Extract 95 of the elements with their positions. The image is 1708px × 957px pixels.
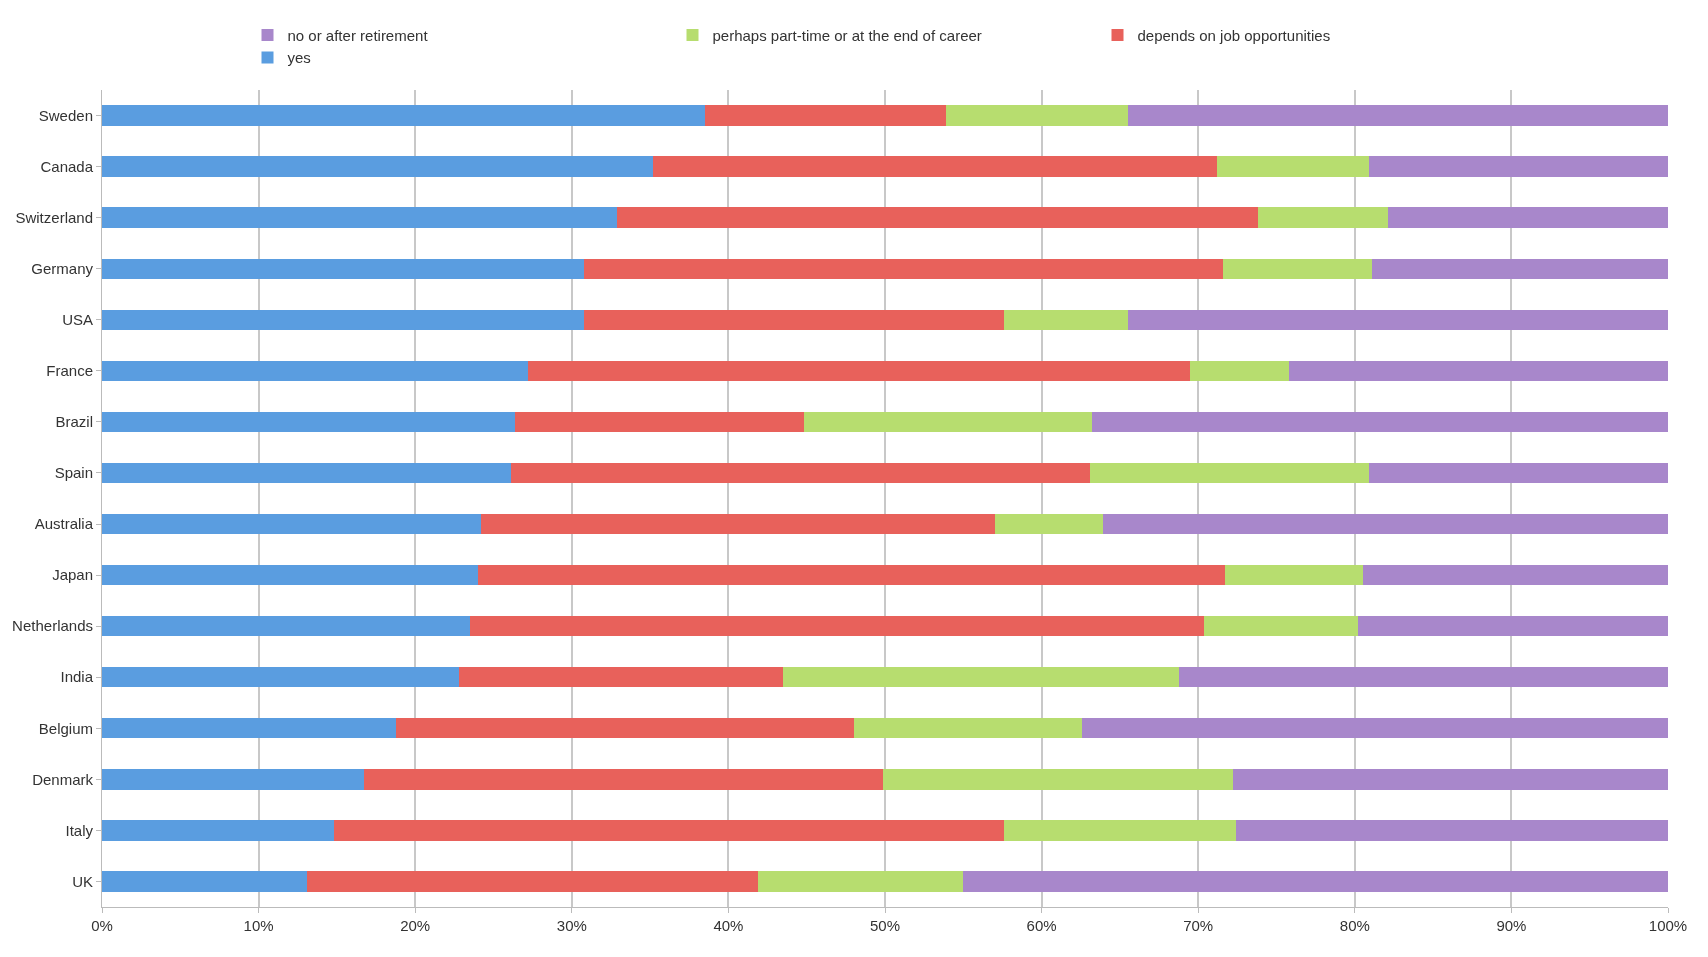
- bar: [102, 309, 585, 330]
- y-tick-label: Belgium: [38, 719, 93, 737]
- bar: [758, 871, 964, 892]
- x-tick-label: 80%: [1339, 917, 1370, 934]
- y-tick-label: Sweden: [38, 106, 93, 124]
- bar: [853, 718, 1083, 739]
- bar: [102, 411, 516, 433]
- bar: [584, 258, 1224, 279]
- y-tick-label: Brazil: [55, 413, 93, 431]
- bar: [363, 769, 884, 790]
- bar: [1223, 258, 1373, 279]
- y-tick-label: UK: [72, 872, 93, 890]
- bar: [1216, 156, 1369, 177]
- bar: [102, 769, 364, 790]
- bar: [1368, 462, 1668, 484]
- x-tick-label: 60%: [1026, 917, 1057, 934]
- legend-label: perhaps part-time or at the end of career: [712, 26, 982, 44]
- y-tick-label: Japan: [52, 566, 93, 584]
- bar: [1091, 411, 1668, 433]
- bar: [1179, 667, 1668, 688]
- bar: [333, 820, 1005, 841]
- bar: [803, 411, 1092, 433]
- x-tick-label: 90%: [1496, 917, 1527, 934]
- y-tick-label: India: [60, 668, 94, 686]
- bar: [1127, 309, 1668, 330]
- bar: [102, 871, 308, 892]
- bar: [1257, 207, 1388, 228]
- x-tick-label: 0%: [91, 917, 113, 934]
- bar: [102, 462, 511, 484]
- bar: [102, 667, 460, 688]
- bar: [1357, 615, 1668, 637]
- bar: [783, 667, 1180, 688]
- bar: [480, 513, 995, 535]
- bar: [470, 615, 1205, 637]
- bar: [1204, 615, 1358, 637]
- bar: [1289, 360, 1668, 382]
- bar: [307, 871, 759, 892]
- bar: [584, 309, 1005, 330]
- legend-label: yes: [287, 49, 311, 67]
- bar: [1372, 258, 1668, 279]
- y-tick-label: Italy: [65, 821, 94, 839]
- x-tick-label: 70%: [1183, 917, 1214, 934]
- bar: [515, 411, 804, 433]
- y-tick-label: Australia: [34, 515, 94, 533]
- x-tick-label: 50%: [869, 917, 901, 934]
- bar: [102, 564, 478, 586]
- legend-label: depends on job opportunities: [1137, 26, 1331, 44]
- y-tick-label: France: [46, 362, 93, 380]
- y-tick-label: USA: [62, 311, 93, 329]
- bar: [946, 105, 1128, 126]
- bar: [510, 462, 1091, 484]
- bar: [1232, 769, 1668, 790]
- bar: [1362, 564, 1668, 586]
- y-tick-label: Switzerland: [15, 208, 93, 226]
- bar: [102, 615, 471, 637]
- bar: [963, 871, 1668, 892]
- bar: [527, 360, 1191, 382]
- y-tick-label: Netherlands: [12, 617, 93, 635]
- bar: [396, 718, 854, 739]
- bar: [1004, 309, 1128, 330]
- bar: [1004, 820, 1236, 841]
- bar: [1102, 513, 1668, 535]
- bar: [994, 513, 1103, 535]
- bar: [1387, 207, 1668, 228]
- bar: [459, 667, 784, 688]
- legend-label: no or after retirement: [287, 26, 429, 44]
- bar: [1127, 105, 1668, 126]
- bar: [102, 105, 705, 126]
- bar: [1235, 820, 1668, 841]
- bar: [102, 360, 528, 382]
- bar: [1190, 360, 1290, 382]
- bar: [102, 156, 654, 177]
- bar: [1368, 156, 1668, 177]
- x-tick-label: 30%: [556, 917, 587, 934]
- bar: [102, 820, 334, 841]
- x-tick-label: 20%: [400, 917, 431, 934]
- y-tick-label: Germany: [31, 259, 94, 277]
- x-tick-label: 40%: [713, 917, 744, 934]
- y-tick-label: Denmark: [32, 770, 94, 788]
- bar: [653, 156, 1217, 177]
- bar: [617, 207, 1258, 228]
- bar: [477, 564, 1225, 586]
- bar: [704, 105, 947, 126]
- y-tick-label: Canada: [40, 157, 94, 175]
- bar: [102, 207, 618, 228]
- bar: [1224, 564, 1363, 586]
- x-tick-label: 10%: [243, 917, 274, 934]
- x-tick-label: 100%: [1648, 917, 1688, 934]
- bar: [102, 718, 397, 739]
- y-tick-label: Spain: [54, 464, 93, 482]
- bar: [102, 258, 585, 279]
- bar: [1082, 718, 1668, 739]
- bar: [102, 513, 481, 535]
- bar: [1090, 462, 1369, 484]
- bar: [883, 769, 1233, 790]
